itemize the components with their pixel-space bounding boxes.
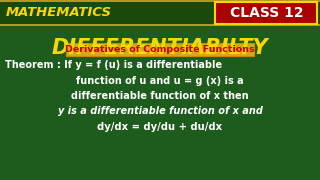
Bar xyxy=(0,0,320,25)
Bar xyxy=(215,2,317,24)
Text: y is a differentiable function of x and: y is a differentiable function of x and xyxy=(58,107,262,116)
Text: differentiable function of x then: differentiable function of x then xyxy=(71,91,249,101)
Text: dy/dx = dy/du + du/dx: dy/dx = dy/du + du/dx xyxy=(97,122,223,132)
Text: DIFFERENTIABILTY: DIFFERENTIABILTY xyxy=(52,38,268,58)
Text: Theorem : If y = f (u) is a differentiable: Theorem : If y = f (u) is a differentiab… xyxy=(5,60,222,70)
Text: CLASS 12: CLASS 12 xyxy=(230,6,304,20)
Text: Derivatives of Composite Functions: Derivatives of Composite Functions xyxy=(65,45,255,54)
Bar xyxy=(66,43,254,56)
Text: function of u and u = g (x) is a: function of u and u = g (x) is a xyxy=(76,75,244,86)
Text: MATHEMATICS: MATHEMATICS xyxy=(6,6,112,19)
